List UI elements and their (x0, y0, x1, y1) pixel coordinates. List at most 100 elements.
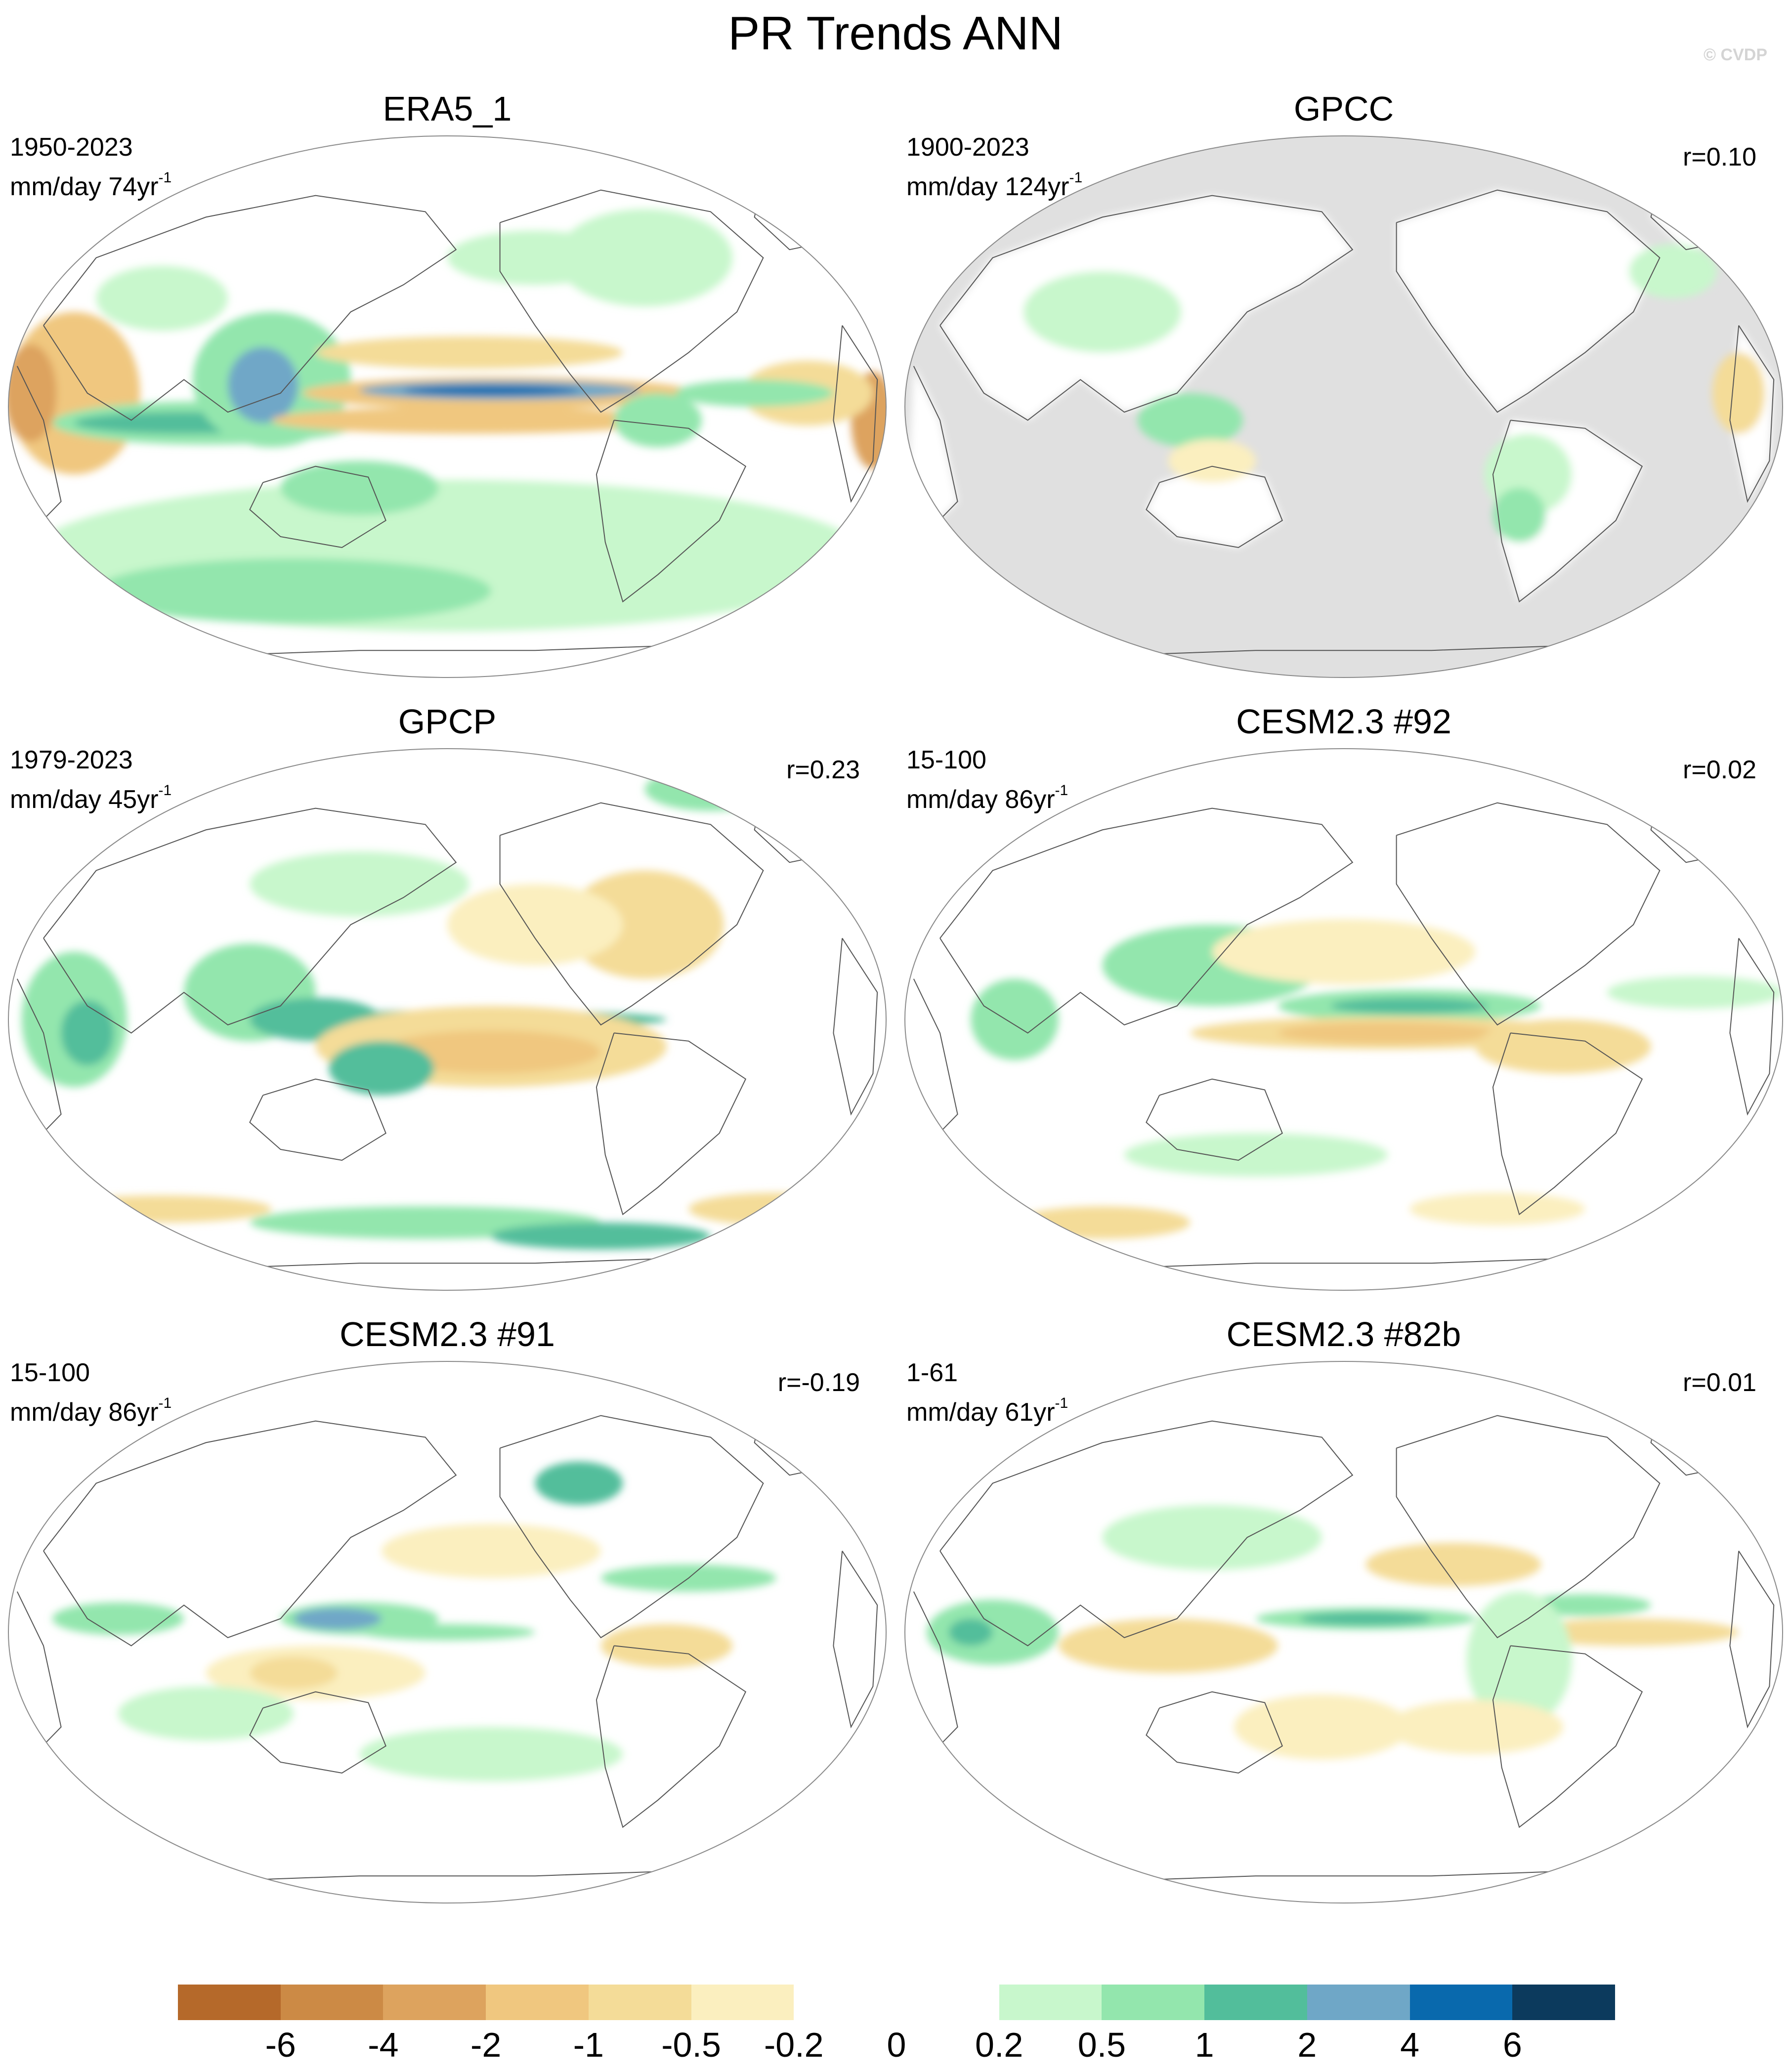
colorbar-tick-label: 4 (1400, 2026, 1420, 2064)
units-label: mm/day 74yr-1 (10, 163, 171, 202)
colorbar-tick-label: 2 (1297, 2026, 1317, 2064)
precip-trend-region (359, 1727, 623, 1781)
coastline (499, 802, 764, 1026)
units-label: mm/day 45yr-1 (10, 776, 171, 814)
precip-trend-region (1466, 1591, 1572, 1727)
precip-trend-region (294, 1607, 382, 1630)
colorbar-box (896, 1985, 999, 2020)
units-exponent: -1 (158, 169, 172, 186)
precip-trend-region (118, 1686, 294, 1741)
precip-trend-region (1387, 1700, 1563, 1754)
map-border (8, 1361, 887, 1903)
coastline (1396, 189, 1661, 413)
pattern-correlation: r=0.02 (1683, 756, 1756, 784)
colorbar-box (486, 1985, 589, 2020)
pattern-correlation: r=0.01 (1683, 1368, 1756, 1397)
coastline (43, 1420, 457, 1647)
units-text: mm/day 45yr (10, 785, 159, 814)
copyright-label: © CVDP (1704, 45, 1767, 64)
units-exponent: -1 (1055, 782, 1068, 799)
precip-trend-region (227, 347, 298, 423)
precip-trend-region (271, 407, 667, 434)
coastline (1729, 1551, 1775, 1729)
panel-title: GPCP (398, 702, 497, 741)
precip-trend-region (381, 1523, 601, 1578)
units-text: mm/day 74yr (10, 172, 159, 201)
land-area (1396, 190, 1660, 412)
precip-trend-region (491, 1223, 711, 1250)
precip-trend-region (1234, 1694, 1410, 1760)
colorbar (178, 1985, 1616, 2020)
precip-trend-region (1023, 271, 1182, 353)
precip-trend-region (52, 1195, 272, 1223)
map-border (8, 748, 887, 1291)
precip-trend-region (381, 488, 733, 542)
precip-trend-region (1475, 1019, 1651, 1074)
coastline (1146, 465, 1283, 549)
precip-trend-region (600, 1624, 733, 1668)
panel-title: CESM2.3 #91 (340, 1315, 555, 1353)
colorbar-box (999, 1985, 1102, 2020)
units-text: mm/day 124yr (906, 172, 1069, 201)
period-label: 15-100 (906, 746, 986, 774)
precip-trend-region (688, 1192, 864, 1226)
precip-trend-region (1712, 352, 1765, 434)
precip-trend-region (927, 1600, 1059, 1665)
map-border (8, 135, 887, 678)
coastline (1492, 420, 1643, 603)
colorbar-tick-label: 0.5 (1077, 2026, 1126, 2064)
precip-trend-region (1330, 998, 1489, 1015)
coastline (833, 938, 878, 1116)
land-area (1146, 466, 1282, 548)
period-label: 1950-2023 (10, 133, 133, 162)
precip-trend-region (315, 336, 623, 369)
coastline (1146, 1691, 1283, 1774)
colorbar-box (691, 1985, 794, 2020)
precip-trend-region (250, 851, 469, 917)
precip-trend-region (1607, 976, 1783, 1009)
coastline (249, 465, 386, 549)
precip-trend-region (61, 1000, 114, 1066)
units-text: mm/day 86yr (906, 785, 1055, 814)
map-border (904, 1361, 1783, 1903)
coastline (939, 807, 1354, 1034)
precip-trend-region (1519, 1618, 1739, 1646)
precip-trend-region (1365, 1543, 1541, 1586)
precip-trend-region (96, 558, 491, 624)
map-border (904, 748, 1783, 1291)
precip-trend-region (359, 1624, 535, 1641)
precip-trend-region (447, 230, 623, 285)
precip-trend-region (1168, 439, 1256, 483)
coastline (1396, 1415, 1661, 1639)
panel-title: CESM2.3 #92 (1236, 702, 1451, 741)
precip-trend-region (535, 1461, 623, 1505)
period-label: 1979-2023 (10, 746, 133, 774)
colorbar-tick-label: -2 (470, 2026, 502, 2064)
colorbar-tick-label: 0.2 (975, 2026, 1023, 2064)
colorbar-box (280, 1985, 384, 2020)
units-exponent: -1 (158, 1395, 172, 1411)
coastline (1492, 1645, 1643, 1828)
precip-trend-region (948, 1618, 993, 1646)
panel-title: CESM2.3 #82b (1226, 1315, 1461, 1353)
pattern-correlation: r=-0.19 (777, 1368, 860, 1397)
map-panel: CESM2.3 #82b 1-61 mm/day 61yr-1 r=0.01 (896, 1226, 1791, 1903)
colorbar-tick-label: 6 (1502, 2026, 1522, 2064)
colorbar-tick-label: -6 (265, 2026, 296, 2064)
precip-trend-region (329, 1041, 434, 1096)
precip-trend-region (644, 767, 777, 811)
coastline (249, 1691, 386, 1774)
coastline (499, 1415, 764, 1639)
period-label: 1-61 (906, 1358, 958, 1387)
map-panel: GPCP 1979-2023 mm/day 45yr-1 r=0.23 (0, 613, 895, 1291)
units-exponent: -1 (1055, 1395, 1068, 1411)
coastline (1729, 325, 1775, 503)
precip-trend-region (1278, 1022, 1497, 1044)
map-panel: CESM2.3 #92 15-100 mm/day 86yr-1 r=0.02 (896, 613, 1791, 1291)
precip-trend-region (96, 266, 228, 331)
units-label: mm/day 124yr-1 (906, 163, 1082, 202)
units-label: mm/day 86yr-1 (10, 1389, 171, 1427)
period-label: 1900-2023 (906, 133, 1029, 162)
panel-title: ERA5_1 (383, 89, 512, 128)
map-panel: GPCC 1900-2023 mm/day 124yr-1 r=0.10 (896, 0, 1791, 678)
